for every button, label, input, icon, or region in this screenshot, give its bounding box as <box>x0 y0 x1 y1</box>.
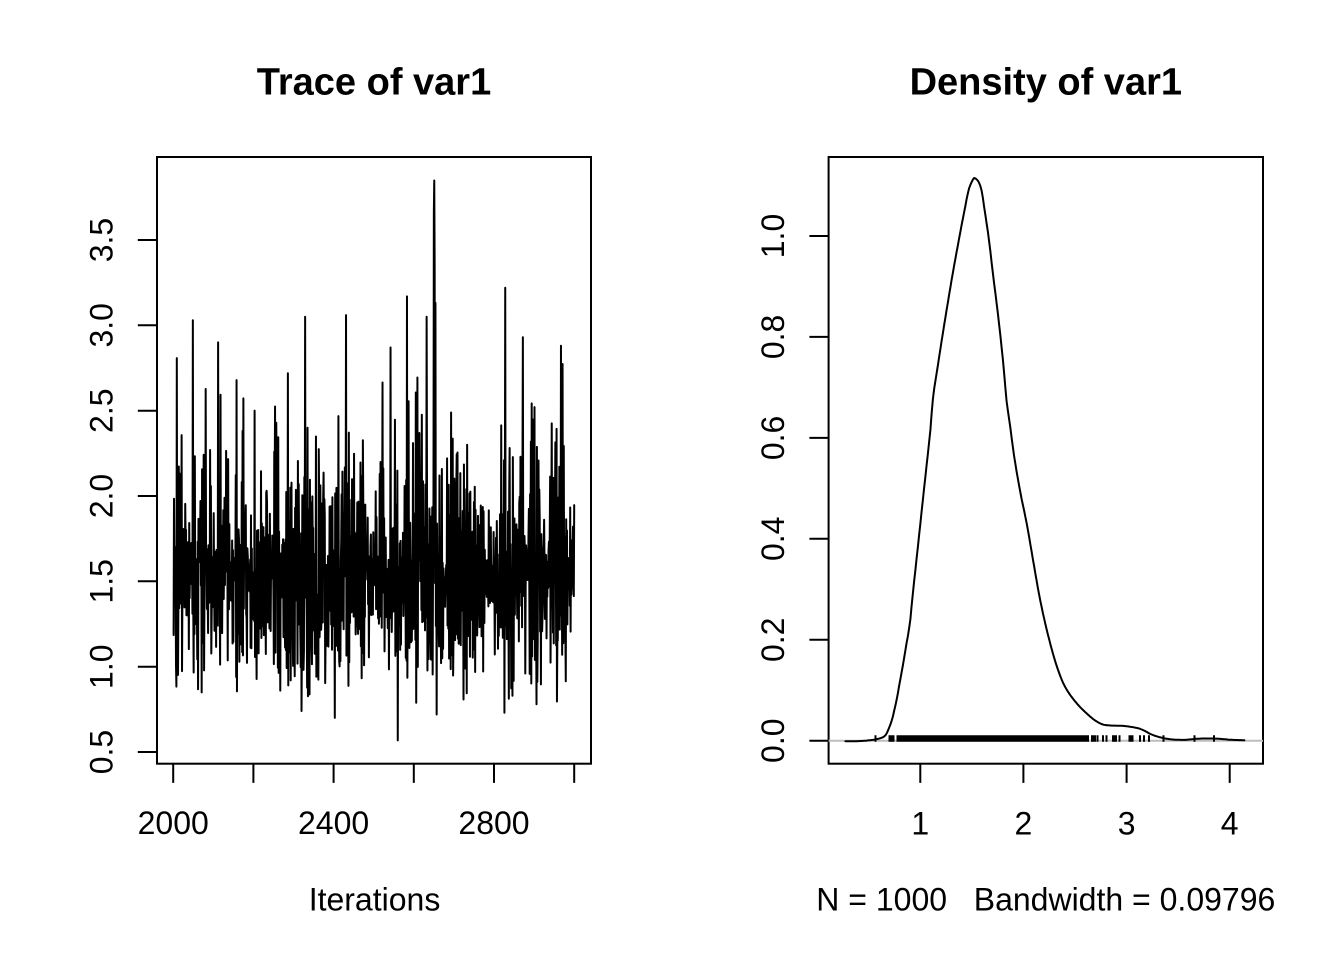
svg-text:3.5: 3.5 <box>83 218 119 262</box>
svg-text:1.0: 1.0 <box>755 214 791 258</box>
svg-text:0.2: 0.2 <box>755 618 791 662</box>
svg-text:1.5: 1.5 <box>83 559 119 603</box>
svg-text:2.5: 2.5 <box>83 388 119 432</box>
svg-text:0.8: 0.8 <box>755 315 791 359</box>
svg-text:2: 2 <box>1015 805 1033 841</box>
svg-text:3.0: 3.0 <box>83 303 119 347</box>
svg-text:2800: 2800 <box>458 805 529 841</box>
svg-text:Iterations: Iterations <box>309 882 441 918</box>
svg-text:0.4: 0.4 <box>755 517 791 561</box>
svg-text:2000: 2000 <box>138 805 209 841</box>
svg-text:2400: 2400 <box>298 805 369 841</box>
svg-text:Trace of var1: Trace of var1 <box>257 62 491 104</box>
svg-text:3: 3 <box>1118 805 1136 841</box>
svg-text:1.0: 1.0 <box>83 644 119 688</box>
svg-text:1: 1 <box>911 805 929 841</box>
svg-text:4: 4 <box>1221 805 1239 841</box>
svg-text:0.5: 0.5 <box>83 730 119 774</box>
svg-text:Density of var1: Density of var1 <box>910 62 1182 104</box>
svg-text:2.0: 2.0 <box>83 474 119 518</box>
svg-text:0.6: 0.6 <box>755 416 791 460</box>
svg-text:0.0: 0.0 <box>755 718 791 762</box>
svg-text:N = 1000 Bandwidth = 0.09796: N = 1000 Bandwidth = 0.09796 <box>816 882 1275 918</box>
